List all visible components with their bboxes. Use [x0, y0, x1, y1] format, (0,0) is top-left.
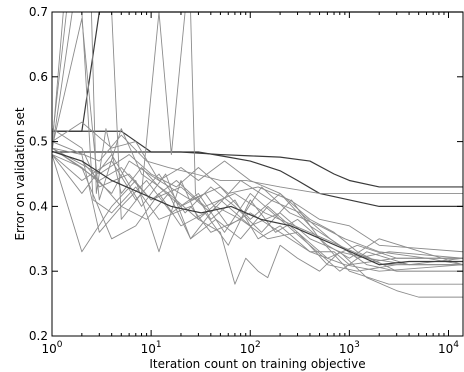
- series-line-12: [52, 134, 463, 194]
- series-layer: [52, 11, 463, 298]
- y-tick-label: 0.7: [29, 5, 48, 19]
- x-tick-label: 103: [339, 340, 360, 356]
- y-axis-label: Error on validation set: [13, 107, 27, 240]
- series-line-18: [52, 154, 463, 259]
- y-tick-label: 0.5: [29, 135, 48, 149]
- series-line-8: [52, 154, 463, 298]
- x-axis-label: Iteration count on training objective: [149, 357, 365, 371]
- x-axis: 100 101 102 103 104: [41, 12, 459, 356]
- x-tick-label: 104: [438, 340, 459, 356]
- x-tick-label: 102: [240, 340, 261, 356]
- plot-frame: [51, 11, 464, 337]
- y-tick-label: 0.2: [29, 329, 48, 343]
- series-line-14: [52, 154, 463, 285]
- series-line-20: [52, 150, 463, 266]
- series-line-9: [52, 121, 463, 272]
- x-tick-label: 100: [41, 340, 62, 356]
- series-line-19: [52, 147, 463, 266]
- y-tick-label: 0.3: [29, 264, 48, 278]
- series-line-5: [52, 11, 463, 272]
- series-line-7: [52, 11, 463, 272]
- series-line-3: [52, 130, 463, 207]
- y-tick-label: 0.4: [29, 199, 48, 213]
- x-tick-label: 101: [141, 340, 162, 356]
- series-line-17: [52, 147, 463, 272]
- series-line-15: [52, 150, 463, 272]
- y-axis: 0.2 0.3 0.4 0.5 0.6 0.7: [29, 5, 463, 343]
- series-line-11: [52, 154, 463, 266]
- y-tick-label: 0.6: [29, 70, 48, 84]
- series-line-10: [52, 147, 463, 266]
- series-line-1: [52, 11, 463, 132]
